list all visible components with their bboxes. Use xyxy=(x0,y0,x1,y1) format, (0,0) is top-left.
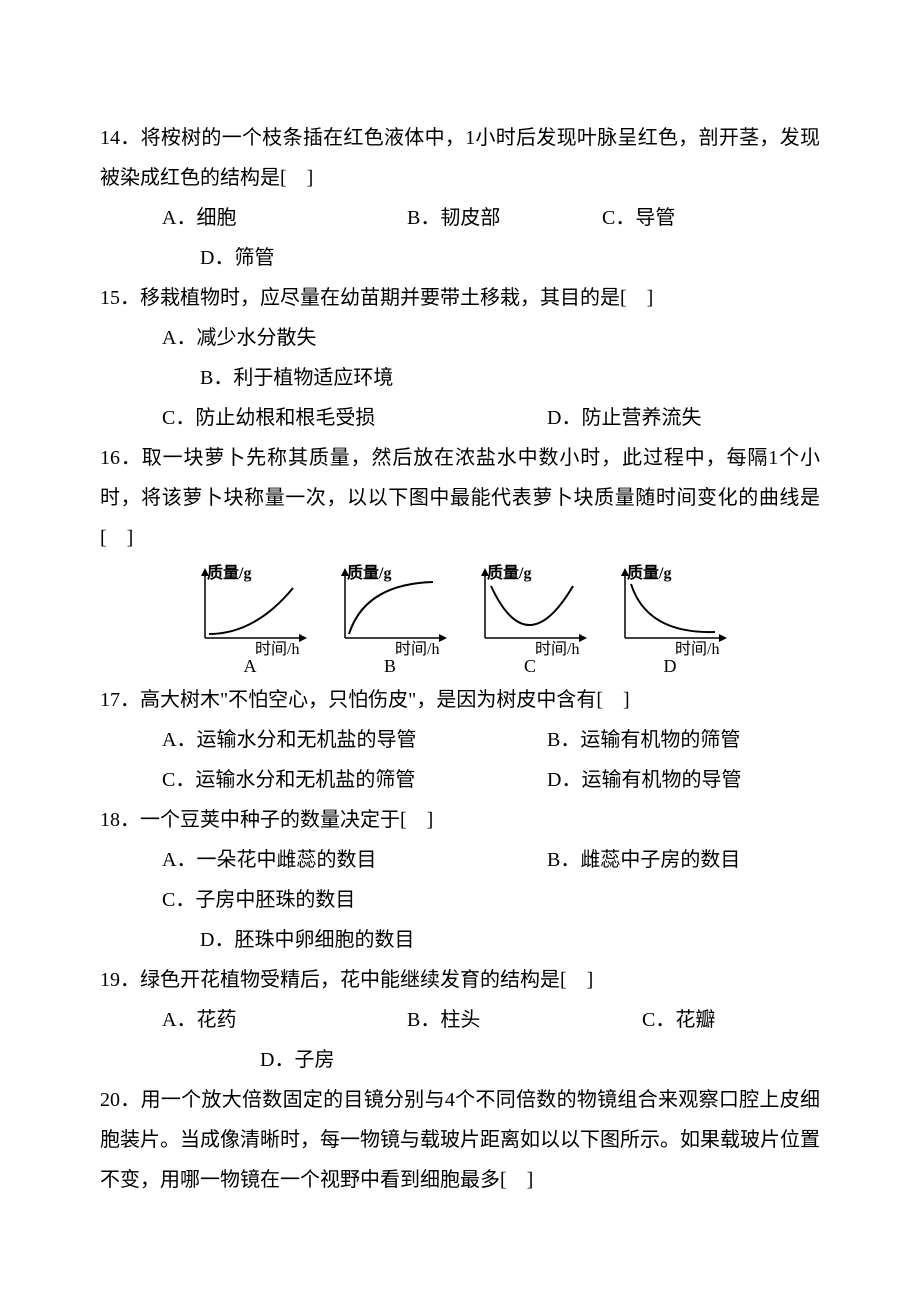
chart-b-svg: 质量/g 时间/h xyxy=(325,564,455,656)
q18-option-d: D．胚珠中卵细胞的数目 xyxy=(200,929,414,951)
q19-option-d: D．子房 xyxy=(260,1040,334,1080)
q16-charts: 质量/g 时间/h A 质量/g 时间/h B xyxy=(100,564,820,678)
chart-a-svg: 质量/g 时间/h xyxy=(185,564,315,656)
q19-option-a: A．花药 xyxy=(162,1000,402,1040)
q18-option-b: B．雌蕊中子房的数目 xyxy=(547,840,740,880)
q18-option-a: A．一朵花中雌蕊的数目 xyxy=(162,840,542,880)
q17-option-b: B．运输有机物的筛管 xyxy=(547,720,740,760)
q16-chart-a: 质量/g 时间/h A xyxy=(185,564,315,678)
q15-options-row3: C．防止幼根和根毛受损 D．防止营养流失 xyxy=(100,398,820,438)
q19-options-row1: A．花药 B．柱头 C．花瓣 xyxy=(100,1000,820,1040)
q18-options-row3: D．胚珠中卵细胞的数目 xyxy=(100,920,820,960)
q17-options-row2: C．运输水分和无机盐的筛管 D．运输有机物的导管 xyxy=(100,760,820,800)
q14-option-d: D．筛管 xyxy=(200,247,274,269)
q14-option-a: A．细胞 xyxy=(162,198,402,238)
q14-stem: 14．将桉树的一个枝条插在红色液体中，1小时后发现叶脉呈红色，剖开茎，发现被染成… xyxy=(100,118,820,198)
q15-options-row2: B．利于植物适应环境 xyxy=(100,358,820,398)
chart-b-xlabel: 时间/h xyxy=(395,640,439,656)
chart-c-ylabel: 质量/g xyxy=(487,564,531,582)
q18-options-row2: C．子房中胚珠的数目 xyxy=(100,880,820,920)
chart-d-label: D xyxy=(605,656,735,678)
q14-options-row1: A．细胞 B．韧皮部 C．导管 xyxy=(100,198,820,238)
exam-page: 14．将桉树的一个枝条插在红色液体中，1小时后发现叶脉呈红色，剖开茎，发现被染成… xyxy=(0,0,920,1260)
q14-option-b: B．韧皮部 xyxy=(407,198,597,238)
chart-d-svg: 质量/g 时间/h xyxy=(605,564,735,656)
q18-stem: 18．一个豆荚中种子的数量决定于[ ] xyxy=(100,800,820,840)
chart-c-xlabel: 时间/h xyxy=(535,640,579,656)
q15-option-a: A．减少水分散失 xyxy=(162,318,316,358)
q15-option-c: C．防止幼根和根毛受损 xyxy=(162,398,542,438)
q18-options-row1: A．一朵花中雌蕊的数目 B．雌蕊中子房的数目 xyxy=(100,840,820,880)
q17-option-d: D．运输有机物的导管 xyxy=(547,760,741,800)
chart-b-ylabel: 质量/g xyxy=(347,564,391,582)
q14-options-row2: D．筛管 xyxy=(100,238,820,278)
q17-stem: 17．高大树木"不怕空心，只怕伤皮"，是因为树皮中含有[ ] xyxy=(100,680,820,720)
q17-option-a: A．运输水分和无机盐的导管 xyxy=(162,720,542,760)
q19-stem: 19．绿色开花植物受精后，花中能继续发育的结构是[ ] xyxy=(100,960,820,1000)
q16-stem: 16．取一块萝卜先称其质量，然后放在浓盐水中数小时，此过程中，每隔1个小时，将该… xyxy=(100,438,820,558)
q15-option-b: B．利于植物适应环境 xyxy=(200,367,393,389)
chart-a-ylabel: 质量/g xyxy=(207,564,251,582)
chart-a-label: A xyxy=(185,656,315,678)
chart-c-svg: 质量/g 时间/h xyxy=(465,564,595,656)
q15-stem: 15．移栽植物时，应尽量在幼苗期并要带土移栽，其目的是[ ] xyxy=(100,278,820,318)
q16-chart-c: 质量/g 时间/h C xyxy=(465,564,595,678)
q15-option-d: D．防止营养流失 xyxy=(547,398,701,438)
q16-chart-b: 质量/g 时间/h B xyxy=(325,564,455,678)
q16-chart-d: 质量/g 时间/h D xyxy=(605,564,735,678)
q17-option-c: C．运输水分和无机盐的筛管 xyxy=(162,760,542,800)
q20-stem: 20．用一个放大倍数固定的目镜分别与4个不同倍数的物镜组合来观察口腔上皮细胞装片… xyxy=(100,1080,820,1200)
q18-option-c: C．子房中胚珠的数目 xyxy=(162,880,355,920)
chart-d-ylabel: 质量/g xyxy=(627,564,671,582)
chart-c-label: C xyxy=(465,656,595,678)
chart-b-label: B xyxy=(325,656,455,678)
q17-options-row1: A．运输水分和无机盐的导管 B．运输有机物的筛管 xyxy=(100,720,820,760)
q19-options-row2: D．子房 xyxy=(100,1040,820,1080)
q19-option-c: C．花瓣 xyxy=(642,1000,715,1040)
chart-a-xlabel: 时间/h xyxy=(255,640,299,656)
q19-option-b: B．柱头 xyxy=(407,1000,637,1040)
chart-d-xlabel: 时间/h xyxy=(675,640,719,656)
q14-option-c: C．导管 xyxy=(602,198,675,238)
q15-options-row1: A．减少水分散失 xyxy=(100,318,820,358)
